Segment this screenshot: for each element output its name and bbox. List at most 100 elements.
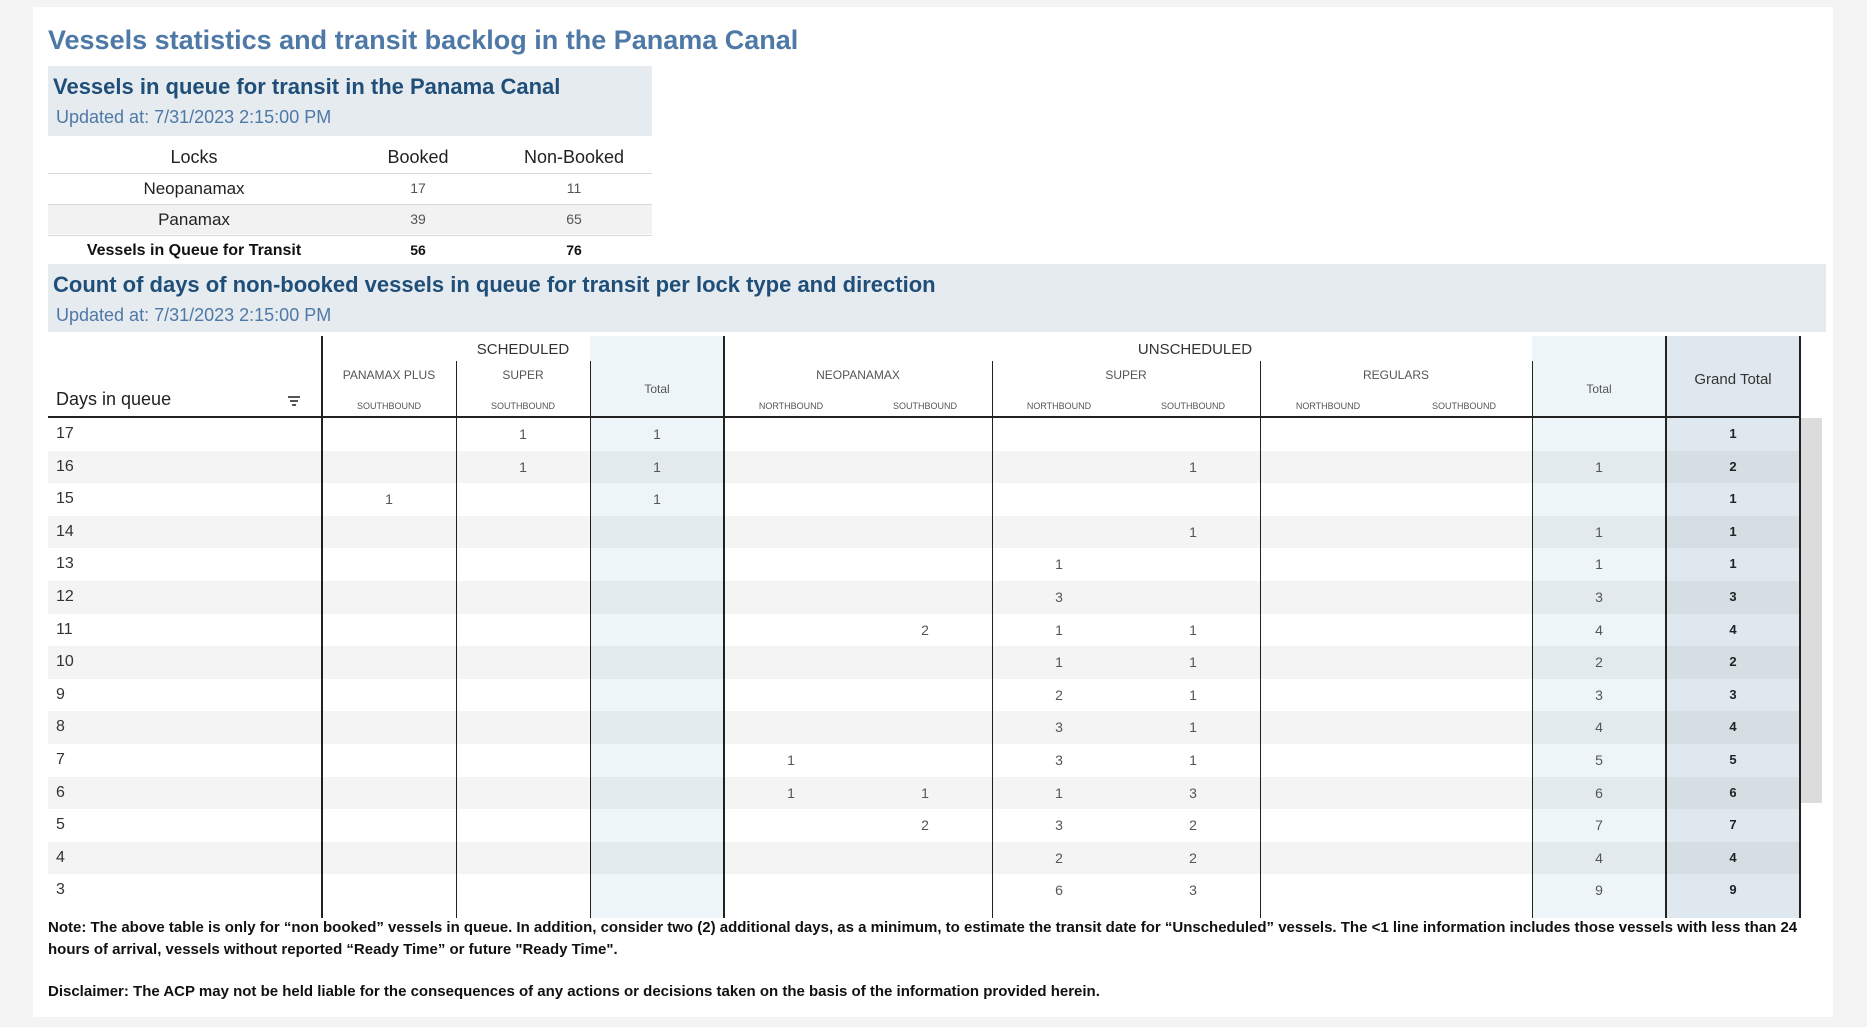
unscheduled-total-band: [1532, 336, 1666, 918]
table-row[interactable]: 16 1 1 1 1 2: [48, 450, 1800, 484]
cell-super-sb-unscheduled: 1: [1189, 523, 1197, 540]
table-row[interactable]: 6 1 1 1 3 6 6: [48, 776, 1800, 810]
direction-northbound: NORTHBOUND: [1026, 401, 1092, 411]
cell-neopanamax-sb: [858, 842, 992, 875]
cell-regulars-sb: [1396, 581, 1530, 614]
column-divider: [1260, 361, 1261, 918]
direction-southbound: SOUTHBOUND: [1431, 401, 1496, 411]
cell-neopanamax-sb: [858, 646, 992, 679]
table-row[interactable]: 8 3 1 4 4: [48, 711, 1800, 744]
table-row[interactable]: Panamax 39 65: [48, 205, 652, 236]
cell-super-sb-unscheduled: 2: [1189, 817, 1197, 834]
cell-scheduled-total: [590, 646, 724, 679]
direction-southbound: SOUTHBOUND: [1160, 401, 1225, 411]
table-row[interactable]: Neopanamax 17 11: [48, 174, 652, 205]
cell-super-sb-unscheduled: 1: [1189, 621, 1197, 638]
cell-neopanamax-sb: [858, 711, 992, 744]
cell-regulars-sb: [1396, 777, 1530, 810]
booked-count: 17: [410, 180, 426, 196]
cell-scheduled-total: [590, 679, 724, 712]
cell-regulars-sb: [1396, 646, 1530, 679]
subheader-neopanamax: NEOPANAMAX: [816, 368, 900, 382]
grand-total-band: [1666, 336, 1800, 918]
cell-super-sb: [456, 679, 590, 712]
cell-grand-total: 5: [1729, 751, 1737, 767]
cell-grand-total: 1: [1729, 426, 1737, 441]
days-table-title: Count of days of non-booked vessels in q…: [53, 272, 936, 297]
cell-unscheduled-total: [1532, 418, 1666, 451]
cell-super-sb: [456, 809, 590, 842]
cell-neopanamax-nb: [724, 842, 858, 875]
cell-unscheduled-total: 1: [1595, 458, 1603, 475]
column-header-non-booked[interactable]: Non-Booked: [523, 147, 625, 167]
sort-icon[interactable]: [287, 394, 301, 408]
cell-neopanamax-nb: [724, 451, 858, 484]
queue-table: Locks Booked Non-Booked Neopanamax 17 11…: [48, 143, 652, 267]
cell-neopanamax-nb: [724, 711, 858, 744]
cell-super-nb: 3: [1055, 751, 1063, 768]
cell-regulars-nb: [1260, 418, 1394, 451]
table-row[interactable]: 14 1 1 1: [48, 515, 1800, 549]
non-booked-count: 65: [496, 205, 652, 234]
cell-neopanamax-nb: [724, 809, 858, 842]
cell-neopanamax-nb: 1: [787, 784, 795, 801]
total-row[interactable]: Vessels in Queue for Transit 56 76: [48, 236, 652, 267]
cell-super-sb: 1: [519, 426, 527, 442]
cell-super-nb: 1: [1055, 621, 1063, 638]
table-row[interactable]: 7 1 3 1 5 5: [48, 744, 1800, 777]
day-label: 17: [56, 425, 74, 442]
cell-scheduled-total: 1: [653, 491, 661, 508]
day-label: 15: [56, 490, 74, 508]
cell-super-sb-unscheduled: 1: [1189, 686, 1197, 703]
table-row[interactable]: 15 1 1 1: [48, 483, 1800, 516]
table-row[interactable]: 3 6 3 9 9: [48, 874, 1800, 907]
cell-regulars-nb: [1260, 777, 1394, 810]
cell-unscheduled-total: 1: [1595, 523, 1603, 540]
non-booked-total: 76: [566, 242, 582, 258]
cell-neopanamax-sb: [858, 548, 992, 581]
cell-neopanamax-sb: 2: [921, 817, 929, 834]
cell-neopanamax-nb: [724, 418, 858, 451]
cell-super-sb: [456, 614, 590, 647]
scheduled-total-band: [590, 336, 724, 918]
day-label: 16: [56, 457, 74, 475]
table-row[interactable]: 17 1 1 1: [48, 418, 1800, 451]
table-row[interactable]: 10 1 1 2 2: [48, 646, 1800, 679]
group-header-scheduled: SCHEDULED: [476, 341, 570, 358]
cell-grand-total: 7: [1729, 817, 1737, 833]
cell-regulars-sb: [1396, 451, 1530, 484]
cell-scheduled-total: [590, 581, 724, 614]
subheader-unscheduled-total: Total: [1586, 382, 1612, 396]
cell-grand-total: 2: [1729, 654, 1737, 670]
column-divider: [321, 336, 323, 918]
cell-regulars-sb: [1396, 418, 1530, 451]
lock-name: Panamax: [48, 205, 340, 234]
subheader-panamax-plus: PANAMAX PLUS: [342, 368, 436, 382]
table-row[interactable]: 12 3 3 3: [48, 580, 1800, 614]
cell-grand-total: 4: [1729, 719, 1737, 735]
vertical-scrollbar[interactable]: [1800, 418, 1822, 803]
table-row[interactable]: 4 2 2 4 4: [48, 841, 1800, 875]
cell-super-sb-unscheduled: 3: [1189, 882, 1197, 899]
cell-neopanamax-nb: [724, 581, 858, 614]
column-header-locks[interactable]: Locks: [170, 147, 218, 167]
cell-super-nb: 2: [1055, 849, 1063, 866]
column-header-booked[interactable]: Booked: [387, 147, 449, 167]
dashboard-page: Vessels statistics and transit backlog i…: [33, 7, 1833, 1017]
cell-regulars-nb: [1260, 646, 1394, 679]
cell-super-nb: 3: [1055, 588, 1063, 605]
cell-grand-total: 2: [1729, 458, 1737, 474]
table-row[interactable]: 13 1 1 1: [48, 548, 1800, 581]
table-row[interactable]: 11 2 1 1 4 4: [48, 614, 1800, 647]
cell-panamax-plus-sb: [322, 516, 456, 549]
table-row[interactable]: 9 2 1 3 3: [48, 679, 1800, 712]
cell-neopanamax-sb: [858, 418, 992, 451]
table-row[interactable]: 5 2 3 2 7 7: [48, 809, 1800, 842]
cell-super-nb: [992, 516, 1126, 549]
cell-regulars-nb: [1260, 809, 1394, 842]
day-label: 3: [56, 881, 65, 899]
day-label: 7: [56, 750, 65, 768]
cell-regulars-nb: [1260, 581, 1394, 614]
direction-southbound: SOUTHBOUND: [892, 401, 957, 411]
cell-unscheduled-total: 7: [1595, 817, 1603, 834]
